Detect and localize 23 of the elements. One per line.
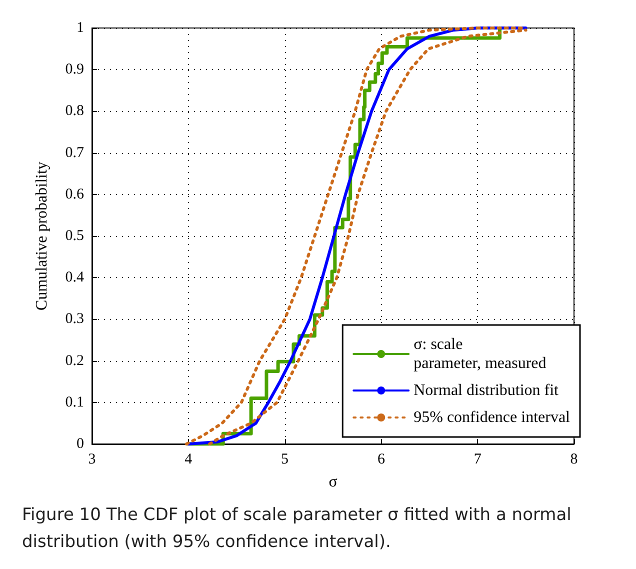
legend-label: σ: scale parameter, measured xyxy=(414,336,546,372)
x-axis-title: σ xyxy=(328,474,338,490)
legend-label: 95% confidence interval xyxy=(414,409,571,426)
y-tick-label: 1 xyxy=(76,20,84,36)
x-tick-label: 8 xyxy=(570,452,578,468)
y-tick-label: 0.2 xyxy=(65,352,84,369)
caption: Figure 10 The CDF plot of scale parameter σ fitted with a normal distribution (with 95% confidence interval). xyxy=(22,504,572,554)
y-tick-label: 0.9 xyxy=(65,62,84,78)
x-tick-label: 5 xyxy=(281,452,289,468)
y-tick-label: 0.6 xyxy=(65,186,84,202)
y-tick-label: 0.4 xyxy=(65,270,84,286)
x-tick-label: 4 xyxy=(184,452,193,468)
x-tick-label: 6 xyxy=(377,452,386,468)
x-tick-label: 3 xyxy=(88,452,96,468)
y-tick-label: 0.8 xyxy=(65,103,84,120)
y-axis-title: Cumulative probability xyxy=(34,162,50,310)
y-tick-label: 0 xyxy=(76,436,84,452)
y-tick-label: 0.5 xyxy=(65,228,84,244)
y-tick-label: 0.3 xyxy=(65,311,84,328)
y-tick-label: 0.1 xyxy=(65,394,84,410)
legend-label: Normal distribution fit xyxy=(414,382,560,399)
y-tick-label: 0.7 xyxy=(65,144,84,161)
x-tick-label: 7 xyxy=(474,452,482,468)
